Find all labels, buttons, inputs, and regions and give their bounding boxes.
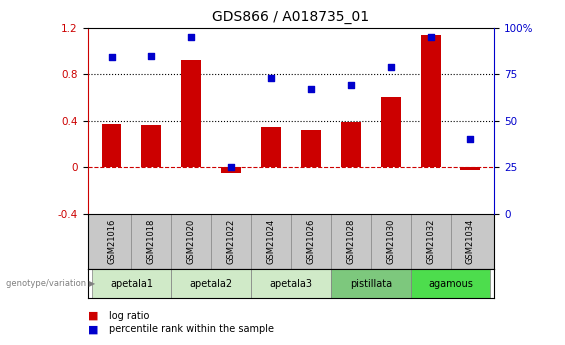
Point: [426, 34, 435, 40]
Text: GSM21020: GSM21020: [187, 218, 195, 264]
Bar: [261, 127, 281, 167]
Text: ■: ■: [88, 311, 98, 321]
Bar: [331, 269, 411, 298]
Bar: [460, 167, 480, 170]
Text: GSM21034: GSM21034: [466, 218, 475, 264]
Text: pistillata: pistillata: [350, 279, 392, 289]
Point: [187, 34, 196, 40]
Bar: [251, 269, 331, 298]
Point: [147, 53, 156, 58]
Point: [306, 86, 315, 92]
Bar: [420, 34, 441, 167]
Text: GSM21028: GSM21028: [346, 218, 355, 264]
Text: GSM21018: GSM21018: [147, 218, 156, 264]
Text: apetala1: apetala1: [110, 279, 153, 289]
Text: GSM21016: GSM21016: [107, 218, 116, 264]
Text: genotype/variation ▶: genotype/variation ▶: [6, 279, 95, 288]
Text: GSM21032: GSM21032: [426, 218, 435, 264]
Point: [386, 64, 395, 69]
Bar: [171, 269, 251, 298]
Text: GSM21022: GSM21022: [227, 218, 236, 264]
Text: agamous: agamous: [428, 279, 473, 289]
Bar: [341, 122, 361, 167]
Point: [267, 75, 276, 81]
Text: GSM21024: GSM21024: [267, 218, 276, 264]
Bar: [301, 130, 321, 167]
Text: percentile rank within the sample: percentile rank within the sample: [109, 325, 274, 334]
Text: log ratio: log ratio: [109, 311, 149, 321]
Text: apetala3: apetala3: [270, 279, 312, 289]
Bar: [181, 60, 201, 167]
Bar: [411, 269, 490, 298]
Bar: [141, 125, 162, 167]
Bar: [102, 124, 121, 167]
Point: [346, 82, 355, 88]
Title: GDS866 / A018735_01: GDS866 / A018735_01: [212, 10, 370, 24]
Text: GSM21026: GSM21026: [306, 218, 315, 264]
Text: apetala2: apetala2: [190, 279, 233, 289]
Bar: [221, 167, 241, 173]
Point: [107, 55, 116, 60]
Point: [227, 165, 236, 170]
Text: ■: ■: [88, 325, 98, 334]
Text: GSM21030: GSM21030: [386, 218, 395, 264]
Bar: [381, 97, 401, 167]
Bar: [92, 269, 171, 298]
Point: [466, 137, 475, 142]
